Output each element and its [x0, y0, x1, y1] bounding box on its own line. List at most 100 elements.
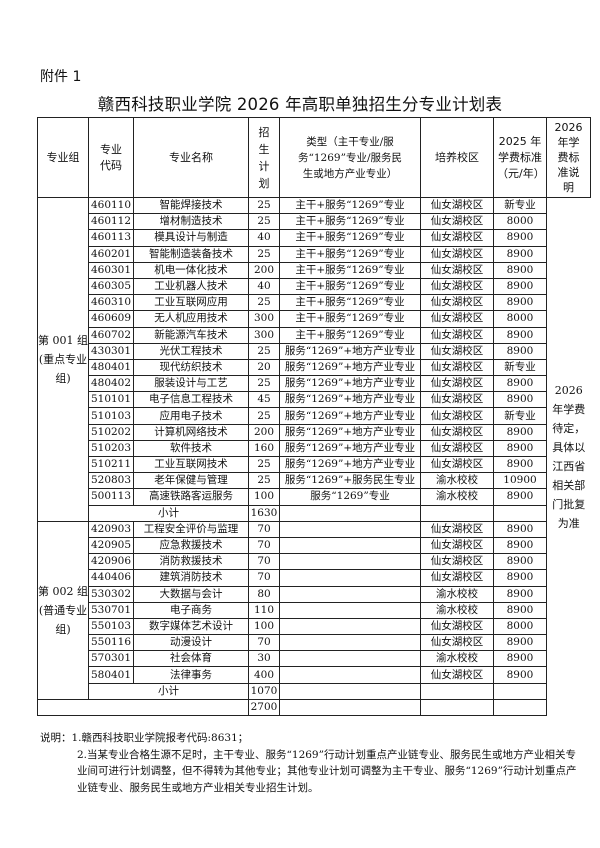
major-name: 数字媒体艺术设计 [133, 617, 249, 636]
major-code: 530701 [88, 601, 134, 619]
major-type [279, 585, 421, 603]
campus: 渝水校校 [420, 601, 494, 619]
major-code: 530302 [88, 585, 134, 603]
empty-cell [37, 698, 249, 717]
attachment-label: 附件 1 [40, 69, 82, 85]
major-type: 主干+服务“1269”专业 [279, 277, 421, 296]
enrollment-plan: 100 [248, 488, 280, 506]
major-type: 服务“1269”+地方产业专业 [279, 375, 421, 393]
table-row: 460305 工业机器人技术 40 主干+服务“1269”专业 仙女湖校区 89… [38, 277, 591, 296]
enrollment-plan: 300 [248, 326, 280, 344]
enrollment-plan: 20 [248, 358, 280, 377]
subtotal-value: 1070 [248, 682, 280, 700]
empty-cell [279, 504, 421, 522]
major-name: 老年保健与管理 [133, 472, 249, 490]
table-row: 440406 建筑消防技术 70 仙女湖校区 8900 [38, 569, 591, 587]
fee-2025: 8900 [493, 666, 547, 684]
major-type: 主干+服务“1269”专业 [279, 245, 421, 263]
major-name: 电子信息工程技术 [133, 391, 249, 409]
campus: 仙女湖校区 [420, 423, 494, 441]
campus: 仙女湖校区 [420, 666, 494, 684]
major-name: 社会体育 [133, 650, 249, 668]
major-code: 460702 [88, 326, 134, 344]
campus: 仙女湖校区 [420, 455, 494, 474]
campus: 仙女湖校区 [420, 536, 494, 555]
major-name: 光伏工程技术 [133, 342, 249, 360]
enrollment-plan: 40 [248, 277, 280, 296]
note-2: 2.当某专业合格生源不足时，主干专业、服务“1269”行动计划重点产业链专业、服… [77, 748, 577, 794]
table-row: 500113 高速铁路客运服务 100 服务“1269”专业 渝水校校 8900 [38, 488, 591, 506]
major-code: 500113 [88, 488, 134, 506]
major-type: 服务“1269”+服务民生专业 [279, 472, 421, 490]
fee-2025: 8900 [493, 261, 547, 279]
campus: 仙女湖校区 [420, 342, 494, 360]
major-type: 主干+服务“1269”专业 [279, 326, 421, 344]
campus: 仙女湖校区 [420, 617, 494, 636]
table-row: 430301 光伏工程技术 25 服务“1269”+地方产业专业 仙女湖校区 8… [38, 342, 591, 360]
enrollment-plan: 300 [248, 310, 280, 328]
fee-2026-note: 2026 年学费待定，具体以江西省相关部门批复为准 [546, 197, 591, 716]
enrollment-plan: 25 [248, 294, 280, 312]
major-name: 建筑消防技术 [133, 569, 249, 587]
enrollment-plan: 70 [248, 520, 280, 538]
major-type: 主干+服务“1269”专业 [279, 229, 421, 247]
fee-2025: 8900 [493, 439, 547, 458]
major-type [279, 650, 421, 668]
major-name: 服装设计与工艺 [133, 375, 249, 393]
empty-cell [420, 682, 494, 700]
major-code: 420906 [88, 553, 134, 571]
enrollment-plan: 100 [248, 617, 280, 636]
campus: 仙女湖校区 [420, 520, 494, 538]
major-name: 无人机应用技术 [133, 310, 249, 328]
table-row: 550116 动漫设计 70 仙女湖校区 8900 [38, 634, 591, 652]
table-row: 420905 应急救援技术 70 仙女湖校区 8900 [38, 536, 591, 555]
major-type [279, 553, 421, 571]
major-code: 460201 [88, 245, 134, 263]
campus: 仙女湖校区 [420, 261, 494, 279]
fee-2025: 新专业 [493, 196, 547, 215]
header-plan: 招生计划 [248, 117, 280, 198]
enrollment-plan: 200 [248, 423, 280, 441]
group-label: 第 002 组(普通专业组) [37, 520, 89, 700]
page-title: 赣西科技职业学院 2026 年高职单独招生分专业计划表 [97, 95, 503, 114]
major-type [279, 634, 421, 652]
header-group: 专业组 [37, 117, 89, 198]
enrollment-plan: 25 [248, 407, 280, 425]
empty-cell [493, 698, 547, 717]
enrollment-plan: 400 [248, 666, 280, 684]
fee-2025: 8900 [493, 245, 547, 263]
major-type: 主干+服务“1269”专业 [279, 294, 421, 312]
fee-2025: 8900 [493, 391, 547, 409]
major-type: 服务“1269”+地方产业专业 [279, 407, 421, 425]
major-code: 440406 [88, 569, 134, 587]
campus: 仙女湖校区 [420, 407, 494, 425]
enrollment-plan: 80 [248, 585, 280, 603]
fee-2025: 8900 [493, 277, 547, 296]
enrollment-plan: 25 [248, 213, 280, 231]
empty-cell [279, 682, 421, 700]
enrollment-plan: 70 [248, 553, 280, 571]
enrollment-plan-table: 专业组 专业代码 专业名称 招生计划 类型（主干专业/服务“1269”专业/服务… [37, 117, 591, 717]
fee-2025: 8900 [493, 488, 547, 506]
major-type: 服务“1269”+地方产业专业 [279, 391, 421, 409]
campus: 仙女湖校区 [420, 229, 494, 247]
major-type: 主干+服务“1269”专业 [279, 213, 421, 231]
major-code: 520803 [88, 472, 134, 490]
major-code: 460113 [88, 229, 134, 247]
major-code: 460305 [88, 277, 134, 296]
major-name: 应用电子技术 [133, 407, 249, 425]
table-row: 510103 应用电子技术 25 服务“1269”+地方产业专业 仙女湖校区 新… [38, 407, 591, 425]
header-code: 专业代码 [88, 117, 134, 198]
major-name: 工业互联网技术 [133, 455, 249, 474]
table-row: 480402 服装设计与工艺 25 服务“1269”+地方产业专业 仙女湖校区 … [38, 375, 591, 393]
enrollment-plan: 70 [248, 536, 280, 555]
campus: 仙女湖校区 [420, 439, 494, 458]
fee-2025: 新专业 [493, 358, 547, 377]
major-name: 大数据与会计 [133, 585, 249, 603]
fee-2025: 8900 [493, 553, 547, 571]
fee-2025: 8900 [493, 634, 547, 652]
fee-2025: 8000 [493, 617, 547, 636]
major-name: 智能制造装备技术 [133, 245, 249, 263]
fee-2025: 8900 [493, 423, 547, 441]
major-code: 480402 [88, 375, 134, 393]
